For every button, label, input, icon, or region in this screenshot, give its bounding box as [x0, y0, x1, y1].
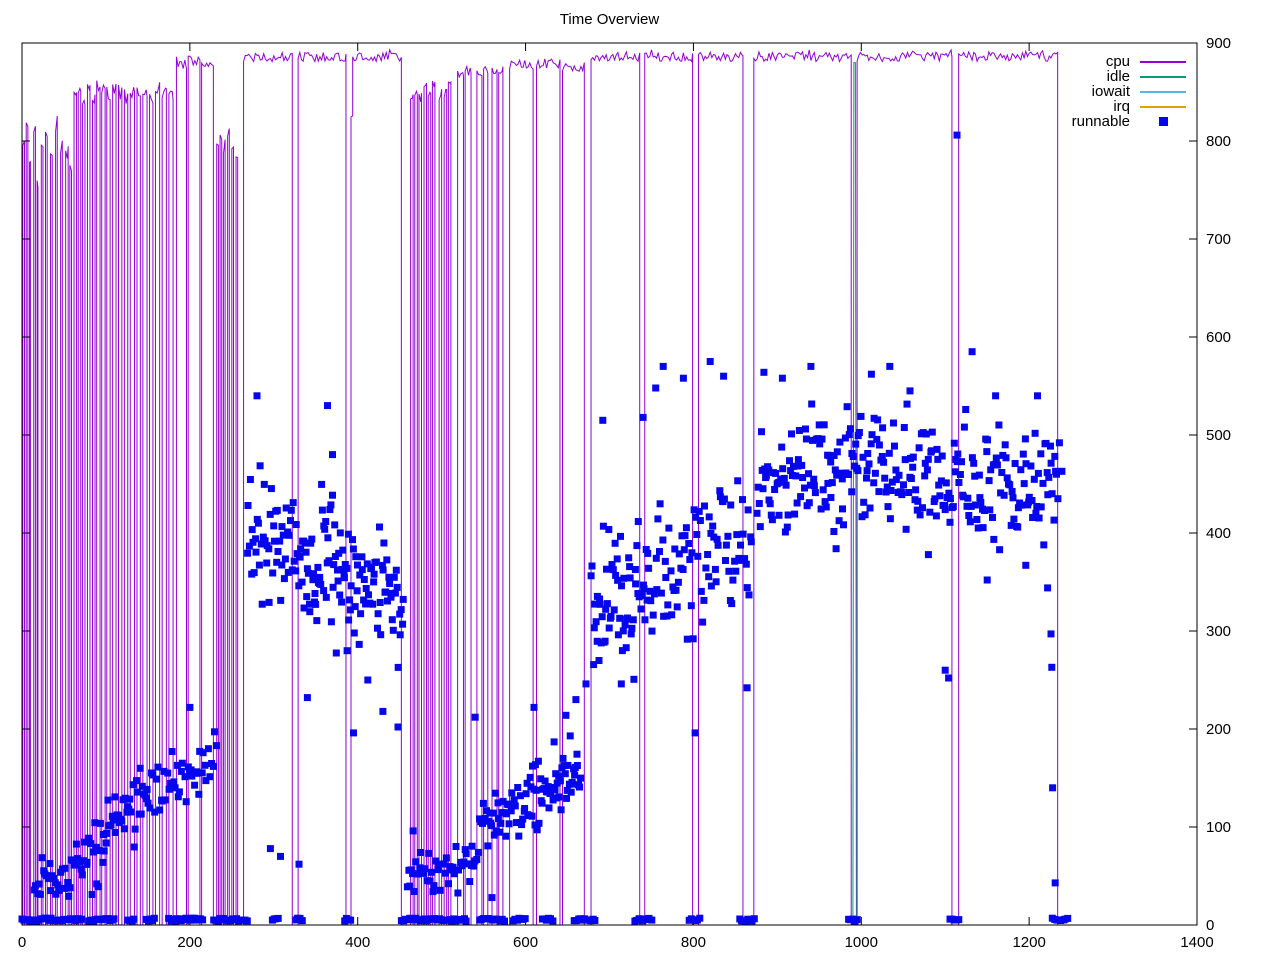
tick-label: 200 — [177, 934, 202, 951]
legend-row-runnable: runnable — [1072, 114, 1186, 129]
tick-label: 600 — [1206, 329, 1231, 346]
legend-line-sample-cpu — [1140, 57, 1186, 67]
tick-label: 1200 — [1012, 934, 1045, 951]
chart-legend: cpu idle iowait irq runnable — [1072, 54, 1186, 129]
legend-row-irq: irq — [1072, 99, 1186, 114]
legend-label-irq: irq — [1113, 98, 1130, 115]
tick-label: 300 — [1206, 623, 1231, 640]
tick-label: 400 — [1206, 525, 1231, 542]
legend-line-swatch — [1140, 60, 1186, 63]
tick-label: 0 — [1206, 917, 1214, 934]
tick-label: 900 — [1206, 35, 1231, 52]
tick-label: 1400 — [1180, 934, 1213, 951]
tick-label: 100 — [1206, 819, 1231, 836]
runnable-points — [18, 131, 1072, 925]
legend-square-swatch — [1158, 117, 1168, 126]
legend-row-cpu: cpu — [1072, 54, 1186, 69]
axes-frame: 0 200 400 600 800 1000 1200 1400010020030040050… — [18, 35, 1231, 951]
legend-marker-sample-runnable — [1140, 117, 1186, 127]
legend-line-swatch — [1140, 75, 1186, 78]
tick-label: 1000 — [845, 934, 878, 951]
tick-label: 200 — [1206, 721, 1231, 738]
legend-label-runnable: runnable — [1071, 113, 1130, 130]
legend-row-iowait: iowait — [1072, 84, 1186, 99]
legend-row-idle: idle — [1072, 69, 1186, 84]
legend-line-swatch — [1140, 105, 1186, 108]
legend-label-cpu: cpu — [1105, 53, 1130, 70]
cpu-line — [22, 48, 1059, 926]
legend-line-sample-irq — [1140, 102, 1186, 112]
tick-label: 0 — [18, 934, 26, 951]
tick-label: 400 — [345, 934, 370, 951]
chart-title: Time Overview — [559, 11, 660, 28]
tick-label: 700 — [1206, 231, 1231, 248]
tick-label: 600 — [513, 934, 538, 951]
legend-line-sample-idle — [1140, 72, 1186, 82]
tick-label: 800 — [681, 934, 706, 951]
tick-label: 500 — [1206, 427, 1231, 444]
legend-label-iowait: iowait — [1091, 83, 1130, 100]
legend-label-idle: idle — [1106, 68, 1130, 85]
legend-line-sample-iowait — [1140, 87, 1186, 97]
legend-line-swatch — [1140, 90, 1186, 93]
tick-label: 800 — [1206, 133, 1231, 150]
